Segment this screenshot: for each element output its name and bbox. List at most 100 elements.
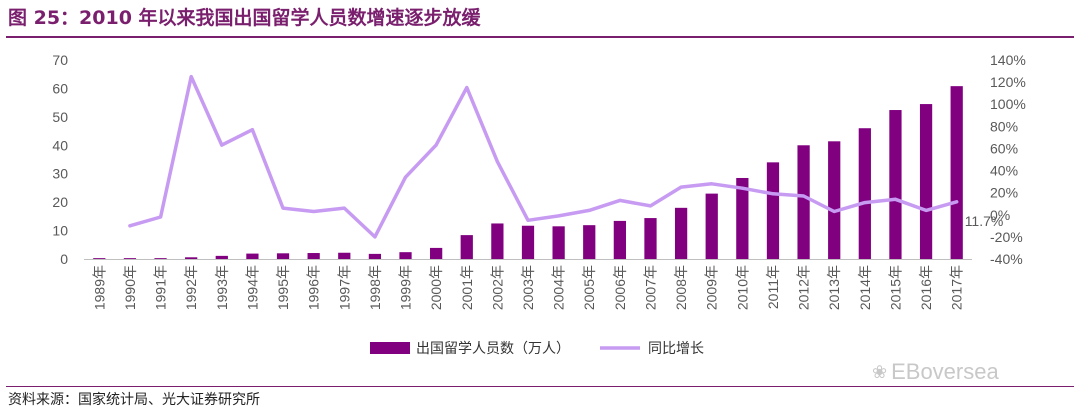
y-left-tick-label: 40 [52,137,68,153]
growth-point [495,160,499,164]
legend-bar-label: 出国留学人员数（万人） [416,340,570,356]
bar [430,247,443,259]
growth-point [281,206,285,210]
y-right-tick-label: 80% [990,118,1018,134]
bar [919,104,933,259]
bar [613,220,626,259]
growth-point [159,215,163,219]
bar [154,258,167,259]
x-tick-label: 1994年 [244,265,260,310]
data-label-last: 11.7% [965,213,1004,229]
title-rule [6,36,1074,38]
bar [521,225,535,259]
x-tick-label: 1995年 [275,265,291,310]
bar [950,86,963,259]
footer-rule [6,386,1074,387]
bar [797,145,810,259]
y-left-tick-label: 30 [52,166,68,182]
y-right-tick-label: 140% [990,52,1026,68]
chart: 0 10 20 30 40 50 60 70 -40% -20% 0% 20% 40% 60% 80% 100… [52,52,1026,356]
x-tick-label: 2001年 [459,265,475,310]
x-tick-label: 2005年 [581,265,597,310]
x-tick-label: 1990年 [122,265,138,310]
growth-point [342,206,346,210]
watermark-text: EBoversea [891,359,999,384]
x-tick-label: 2011年 [765,265,781,309]
y-left-tick-label: 60 [52,80,68,96]
y-left-tick-label: 20 [52,194,68,210]
y-left-tick-label: 70 [52,52,68,68]
growth-point [832,209,836,213]
bar [368,253,382,259]
x-tick-label: 2008年 [673,265,689,310]
y-left-tick-label: 0 [60,251,68,267]
x-tick-label: 1991年 [153,265,169,310]
growth-point [802,194,806,198]
x-tick-label: 2000年 [428,265,444,310]
x-tick-label: 2003年 [520,265,536,310]
bar [307,253,320,259]
x-tick-label: 2009年 [704,265,720,310]
x-tick-label: 1989年 [91,265,107,310]
x-tick-label: 1996年 [306,265,322,310]
bar [246,253,259,259]
bar [338,252,351,259]
y-right-tick-label: -20% [990,229,1023,245]
growth-point [771,192,775,196]
x-tick-label: 2007年 [642,265,658,310]
bar [491,223,504,259]
x-tick-label: 2015年 [887,265,903,310]
bar [583,225,596,259]
wechat-icon: ❀ [872,362,888,382]
growth-point [220,143,224,147]
x-tick-label: 2017年 [949,265,965,310]
bar [736,177,749,259]
x-tick-label: 1997年 [336,265,352,310]
x-tick-label: 1993年 [214,265,230,310]
bar [399,252,412,259]
growth-point [740,186,744,190]
growth-point [250,128,254,132]
growth-point [312,209,316,213]
bar [460,235,473,259]
y-right-tick-label: 60% [990,140,1018,156]
y-right-tick-label: 40% [990,163,1018,179]
growth-point [189,75,193,79]
x-tick-label: 2006年 [612,265,628,310]
growth-point [618,198,622,202]
x-tick-label: 1992年 [183,265,199,310]
growth-point [893,197,897,201]
chart-title: 图 25：2010 年以来我国出国留学人员数增速逐步放缓 [8,7,481,29]
bar [858,128,871,259]
growth-point [404,175,408,179]
x-tick-label: 2016年 [918,265,934,310]
bar [93,258,106,259]
y-right-tick-label: 20% [990,185,1018,201]
y-left-tick-label: 10 [52,223,68,239]
bar [123,258,137,259]
bar [185,257,198,259]
source-note: 资料来源：国家统计局、光大证券研究所 [8,392,260,408]
growth-point [710,182,714,186]
growth-line [128,74,959,239]
bar [828,141,841,259]
x-tick-label: 2004年 [551,265,567,310]
bar [889,110,902,259]
growth-point [465,86,469,90]
x-tick-label: 1998年 [367,265,383,310]
y-left-tick-label: 50 [52,109,68,125]
bar [215,255,228,259]
x-tick-label: 2002年 [489,265,505,310]
growth-point [863,201,867,205]
watermark: ❀ EBoversea [872,358,999,386]
growth-point [955,200,959,204]
growth-point [679,185,683,189]
y-right-tick-label: 120% [990,74,1026,90]
bar [644,218,657,259]
bar [766,162,780,259]
legend-line-label: 同比增长 [648,340,704,356]
bar [674,207,688,259]
legend-bar-swatch [370,342,410,354]
growth-point [587,208,591,212]
y-right-tick-label: 100% [990,96,1026,112]
